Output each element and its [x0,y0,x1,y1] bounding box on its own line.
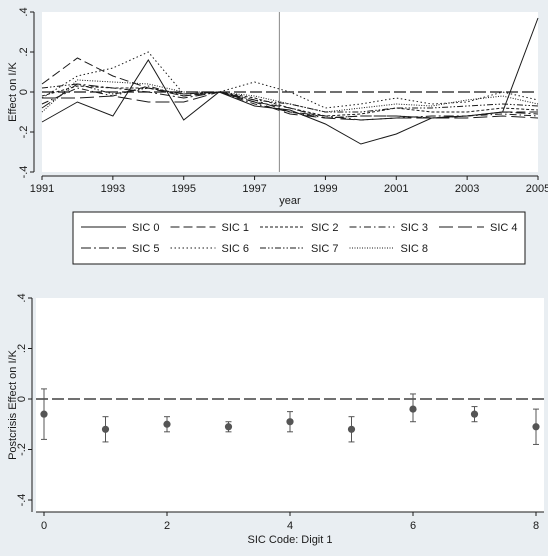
top-x-tick-label: 1999 [313,183,337,195]
series-line-sic-6 [41,51,539,109]
point-sic-1 [101,425,110,433]
bottom-chart: -.4 -.2 0 .2 .4 0 2 4 6 8 SIC Code: Digit 1 Postcri… [7,293,544,546]
point-sic-5 [347,425,356,433]
bottom-y-axis-title: Postcrisis Effect on I/K [7,349,19,460]
bottom-x-tick-label: 4 [287,520,293,532]
top-x-tick-label: 1995 [171,183,195,195]
top-y-tick-label: 0 [18,89,30,95]
top-y-tick-label: .4 [18,7,30,16]
top-y-tick-label: .2 [18,47,30,56]
series-line-sic-4 [42,91,539,121]
legend-label-sic-0: SIC 0 [132,222,160,234]
top-x-tick-label: 1997 [242,183,266,195]
bottom-x-tick-label: 6 [410,520,416,532]
series-line-sic-5 [41,83,539,121]
bottom-y-tick-label: -.2 [16,443,28,456]
bottom-plot-area [36,298,544,512]
bottom-x-tick-label: 8 [533,520,539,532]
bottom-y-tick-label: .4 [16,293,28,302]
legend-label-sic-8: SIC 8 [401,243,429,255]
legend-label-sic-6: SIC 6 [222,243,250,255]
point-sic-4 [286,418,294,426]
point-sic-2 [163,420,171,428]
series-line-sic-2 [41,85,539,117]
bottom-x-tick-label: 2 [164,520,170,532]
series-line-sic-3 [41,85,539,119]
top-x-tick-label: 2005 [526,183,548,195]
top-y-tick-label: -.2 [18,126,30,139]
bottom-x-axis-title: SIC Code: Digit 1 [248,534,333,546]
top-chart: -.4 -.2 0 .2 .4 1991 1993 1995 1997 1999 2001 2003 2… [7,7,548,207]
bottom-y-tick-label: 0 [16,396,28,402]
top-x-axis-title: year [279,195,301,207]
top-x-tick-label: 1991 [30,183,54,195]
point-sic-8 [532,423,540,431]
point-sic-3 [224,423,233,431]
top-x-tick-label: 1993 [101,183,125,195]
legend-label-sic-1: SIC 1 [222,222,250,234]
top-y-axis-title: Effect on I/K [7,61,19,121]
legend-box [72,211,526,265]
bottom-y-tick-label: -.4 [16,494,28,507]
legend-label-sic-5: SIC 5 [132,243,160,255]
legend: SIC 0 SIC 1 SIC 2 SIC 3 SIC 4 SIC 5 SIC 6 SIC 7… [72,211,526,265]
point-sic-7 [470,410,479,418]
series-line-sic-7 [41,83,539,113]
top-y-tick-label: -.4 [18,166,30,179]
legend-label-sic-2: SIC 2 [311,222,339,234]
bottom-y-tick-label: .2 [16,344,28,353]
top-x-tick-label: 2001 [384,183,408,195]
point-sic-0 [40,410,48,418]
legend-label-sic-7: SIC 7 [311,243,339,255]
bottom-x-tick-label: 0 [41,520,47,532]
point-sic-6 [409,405,417,413]
top-x-tick-label: 2003 [455,183,479,195]
legend-label-sic-4: SIC 4 [490,222,518,234]
legend-label-sic-3: SIC 3 [401,222,429,234]
series-line-sic-8 [41,79,539,113]
